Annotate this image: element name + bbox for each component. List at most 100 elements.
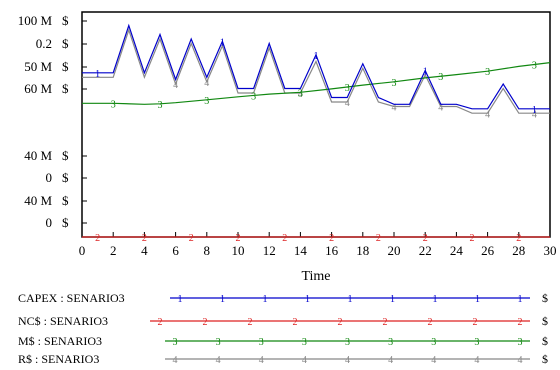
legend-marker: 2 <box>293 317 298 328</box>
series-marker: 2 <box>329 233 334 244</box>
series-marker: 2 <box>516 233 521 244</box>
y-tick-unit: $ <box>62 36 69 51</box>
x-tick-label: 30 <box>544 243 557 258</box>
series-marker: 3 <box>392 78 397 89</box>
series-marker: 4 <box>438 103 443 114</box>
legend-marker: 4 <box>302 355 307 366</box>
series-marker: 4 <box>173 80 178 91</box>
series-marker: 3 <box>485 67 490 78</box>
y-tick-unit: $ <box>62 13 69 28</box>
legend-marker: 4 <box>518 355 523 366</box>
y-tick-unit: $ <box>62 193 69 208</box>
series-marker: 2 <box>95 233 100 244</box>
legend-marker: 2 <box>473 317 478 328</box>
y-tick-unit: $ <box>62 170 69 185</box>
legend-label: M$ : SENARIO3 <box>18 334 102 348</box>
series-marker: 1 <box>314 51 319 62</box>
series-marker: 2 <box>282 233 287 244</box>
x-tick-label: 24 <box>450 243 464 258</box>
legend-marker: 1 <box>518 294 523 305</box>
legend-marker: 1 <box>305 294 310 305</box>
x-tick-label: 4 <box>141 243 148 258</box>
legend-marker: 4 <box>474 355 479 366</box>
series-marker: 3 <box>204 96 209 107</box>
x-tick-label: 6 <box>172 243 179 258</box>
y-tick-label: 50 M <box>24 59 52 74</box>
x-tick-label: 8 <box>204 243 211 258</box>
legend-marker: 3 <box>518 337 523 348</box>
x-axis-ticks: 0 2 4 6 8 10 12 14 16 18 20 22 24 26 28 30 <box>79 232 557 258</box>
x-tick-label: 28 <box>512 243 525 258</box>
series-marker: 2 <box>423 233 428 244</box>
series-marker: 2 <box>236 233 241 244</box>
legend-marker: 1 <box>475 294 480 305</box>
legend: CAPEX : SENARIO3 1 1 1 1 1 1 1 1 1 $ NC$ : SENARIO3… <box>18 291 548 366</box>
series-marker: 4 <box>532 109 537 120</box>
series-marker: 3 <box>298 88 303 99</box>
legend-marker: 3 <box>302 337 307 348</box>
legend-marker: 1 <box>390 294 395 305</box>
x-tick-label: 26 <box>481 243 495 258</box>
x-tick-label: 12 <box>263 243 276 258</box>
x-tick-label: 0 <box>79 243 86 258</box>
x-axis-label: Time <box>301 269 330 284</box>
y-tick-label: 60 M <box>24 81 52 96</box>
legend-marker: 2 <box>428 317 433 328</box>
series-marker: 4 <box>298 89 303 100</box>
plot-frame <box>81 11 551 238</box>
legend-unit: $ <box>542 334 548 348</box>
series-marker: 1 <box>95 69 100 80</box>
legend-label: CAPEX : SENARIO3 <box>18 291 125 305</box>
series-marker: 1 <box>532 105 537 116</box>
legend-marker: 3 <box>345 337 350 348</box>
legend-marker: 2 <box>338 317 343 328</box>
legend-marker: 3 <box>216 337 221 348</box>
y-tick-unit: $ <box>62 215 69 230</box>
x-tick-label: 18 <box>356 243 369 258</box>
legend-marker: 4 <box>216 355 221 366</box>
legend-label: R$ : SENARIO3 <box>18 352 99 366</box>
series-line <box>82 23 550 110</box>
legend-marker: 4 <box>345 355 350 366</box>
legend-marker: 4 <box>388 355 393 366</box>
x-tick-label: 10 <box>232 243 245 258</box>
legend-marker: 3 <box>388 337 393 348</box>
y-tick-label: 40 M <box>24 193 52 208</box>
series-marker: 3 <box>438 72 443 83</box>
legend-label: NC$ : SENARIO3 <box>18 314 108 328</box>
series-marker: 4 <box>345 98 350 109</box>
series-marker: 3 <box>111 99 116 110</box>
legend-marker: 3 <box>259 337 264 348</box>
legend-marker: 4 <box>259 355 264 366</box>
series-marker: 2 <box>142 233 147 244</box>
y-tick-unit: $ <box>62 148 69 163</box>
y-tick-label: 0 <box>46 215 53 230</box>
x-tick-label: 16 <box>325 243 339 258</box>
series-marker: 4 <box>204 78 209 89</box>
series-marker: 1 <box>423 67 428 78</box>
legend-marker: 3 <box>474 337 479 348</box>
series-marker: 4 <box>485 109 490 120</box>
series-marker: 3 <box>345 83 350 94</box>
y-tick-unit: $ <box>62 59 69 74</box>
legend-unit: $ <box>542 352 548 366</box>
x-tick-label: 14 <box>294 243 308 258</box>
series-marker: 2 <box>470 233 475 244</box>
legend-marker: 4 <box>431 355 436 366</box>
legend-marker: 2 <box>248 317 253 328</box>
series-marker: 2 <box>189 233 194 244</box>
series-marker: 3 <box>158 100 163 111</box>
x-tick-label: 2 <box>110 243 117 258</box>
legend-marker: 2 <box>158 317 163 328</box>
series-marker: 2 <box>376 233 381 244</box>
y-axis-ticks: 100 M $0.2 $50 M $60 M $40 M $0 $40 M $0 $ <box>18 13 87 230</box>
y-tick-unit: $ <box>62 81 69 96</box>
series-marker: 4 <box>392 103 397 114</box>
series-line <box>82 28 550 114</box>
legend-marker: 3 <box>173 337 178 348</box>
y-tick-label: 40 M <box>24 148 52 163</box>
series-marker: 1 <box>220 37 225 48</box>
legend-marker: 1 <box>433 294 438 305</box>
